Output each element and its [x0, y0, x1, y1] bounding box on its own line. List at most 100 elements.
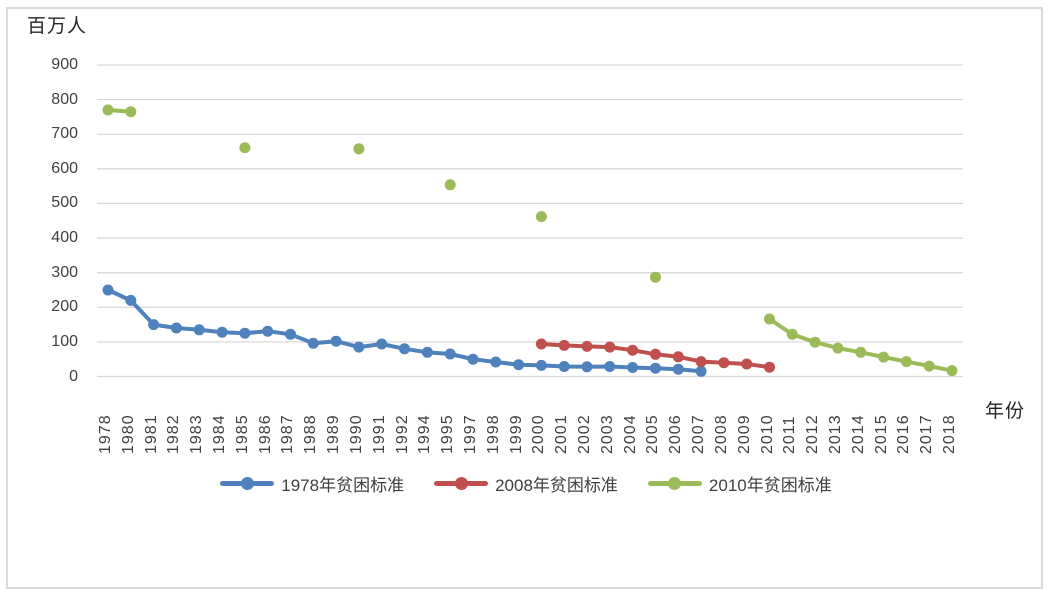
x-tick-label-2005: 2005	[644, 414, 662, 454]
y-tick-label-700: 700	[51, 125, 78, 143]
data-point-2008年贫困标准-2004	[627, 344, 639, 356]
x-tick-label-2013: 2013	[826, 414, 844, 454]
data-point-2010年贫困标准-1985	[239, 142, 251, 154]
x-tick-label-1983: 1983	[188, 414, 206, 454]
legend-marker-2008-standard	[434, 476, 489, 490]
data-point-1978年贫困标准-1986	[262, 325, 274, 337]
x-tick-label-2004: 2004	[621, 414, 639, 454]
data-point-1978年贫困标准-2004	[627, 362, 639, 373]
legend-item-2008-standard: 2008年贫困标准	[434, 471, 618, 496]
x-tick-label-1995: 1995	[439, 414, 457, 454]
data-point-1978年贫困标准-1992	[399, 343, 410, 355]
x-tick-label-2008: 2008	[712, 414, 730, 454]
legend-label: 2008年贫困标准	[495, 475, 618, 495]
data-point-1978年贫困标准-1998	[490, 356, 502, 368]
y-tick-label-900: 900	[51, 56, 78, 73]
data-point-1978年贫困标准-1994	[421, 346, 433, 358]
legend-item-2010-standard: 2010年贫困标准	[647, 471, 832, 496]
legend-dot-icon	[454, 476, 468, 490]
data-point-2008年贫困标准-2009	[741, 358, 753, 370]
x-tick-label-1988: 1988	[302, 414, 320, 454]
data-point-2008年贫困标准-2000	[535, 338, 547, 350]
data-point-1978年贫困标准-2006	[672, 363, 684, 375]
x-tick-label-2015: 2015	[872, 414, 890, 454]
x-tick-label-1984: 1984	[211, 414, 229, 454]
data-point-1978年贫困标准-1995	[444, 348, 456, 360]
data-point-2010年贫困标准-2005	[650, 271, 661, 283]
data-point-2010年贫困标准-2012	[809, 336, 821, 348]
data-point-2010年贫困标准-1990	[353, 143, 365, 155]
x-tick-label-2010: 2010	[758, 414, 776, 454]
data-point-1978年贫困标准-1984	[216, 326, 228, 338]
x-tick-label-1991: 1991	[370, 414, 388, 454]
legend-marker-1978-standard	[220, 476, 275, 490]
x-tick-label-1999: 1999	[507, 414, 525, 454]
x-tick-label-1994: 1994	[416, 414, 434, 454]
data-point-1978年贫困标准-2003	[604, 361, 616, 372]
legend-marker-2010-standard	[647, 476, 702, 490]
x-tick-label-2016: 2016	[895, 414, 913, 454]
data-point-2008年贫困标准-2006	[672, 351, 684, 363]
x-tick-label-1992: 1992	[393, 414, 411, 454]
data-point-1978年贫困标准-1981	[148, 319, 160, 331]
data-point-1978年贫困标准-1991	[376, 338, 388, 350]
x-tick-label-2001: 2001	[553, 414, 571, 454]
x-tick-label-2018: 2018	[941, 414, 958, 454]
data-point-1978年贫困标准-2000	[535, 359, 547, 371]
data-point-1978年贫困标准-2002	[581, 361, 593, 373]
data-point-2008年贫困标准-2001	[558, 339, 570, 351]
data-point-2010年贫困标准-2014	[855, 346, 867, 358]
x-tick-label-1985: 1985	[233, 414, 251, 454]
x-tick-label-1989: 1989	[325, 414, 343, 454]
data-point-1978年贫困标准-2001	[558, 361, 570, 372]
data-point-2010年贫困标准-2015	[878, 351, 890, 363]
data-point-2008年贫困标准-2008	[718, 357, 730, 369]
y-tick-label-600: 600	[51, 159, 78, 177]
x-tick-label-1980: 1980	[119, 414, 137, 454]
data-point-2010年贫困标准-1980	[125, 106, 137, 118]
data-point-1978年贫困标准-1997	[467, 353, 479, 365]
data-point-1978年贫困标准-1999	[513, 359, 525, 371]
x-tick-label-1986: 1986	[256, 414, 274, 454]
data-point-1978年贫困标准-1982	[170, 322, 182, 334]
data-point-2008年贫困标准-2005	[650, 348, 661, 360]
data-point-2010年贫困标准-2017	[923, 360, 935, 372]
data-point-1978年贫困标准-1987	[285, 328, 296, 340]
data-point-1978年贫困标准-2005	[650, 362, 661, 374]
data-point-1978年贫困标准-1980	[125, 294, 137, 306]
y-tick-label-300: 300	[51, 263, 78, 281]
y-tick-label-800: 800	[51, 90, 78, 108]
y-tick-label-500: 500	[51, 194, 78, 212]
data-point-2010年贫困标准-2011	[786, 328, 798, 340]
chart-canvas-border	[6, 7, 1043, 589]
data-point-2010年贫困标准-1995	[444, 179, 456, 191]
legend: 1978年贫困标准 2008年贫困标准 2010年贫困标准	[66, 467, 986, 499]
data-point-1978年贫困标准-1989	[330, 335, 342, 347]
data-point-2010年贫困标准-1978	[102, 104, 114, 116]
data-point-1978年贫困标准-1990	[353, 341, 365, 353]
data-point-1978年贫困标准-1978	[102, 284, 114, 296]
legend-label: 1978年贫困标准	[281, 475, 405, 495]
y-axis-unit-label: 百万人	[27, 16, 88, 37]
x-tick-label-2017: 2017	[918, 414, 936, 454]
x-tick-label-1998: 1998	[484, 414, 502, 454]
data-point-1978年贫困标准-1985	[239, 327, 251, 339]
data-point-1978年贫困标准-2007	[695, 365, 707, 377]
data-point-2008年贫困标准-2010	[764, 361, 775, 373]
data-point-2008年贫困标准-2007	[695, 356, 707, 368]
x-tick-label-2007: 2007	[690, 414, 708, 454]
x-tick-label-2012: 2012	[804, 414, 822, 454]
x-tick-label-2006: 2006	[667, 414, 685, 454]
legend-label: 2010年贫困标准	[708, 475, 832, 495]
data-point-2010年贫困标准-2016	[900, 356, 912, 368]
y-tick-label-100: 100	[51, 332, 78, 350]
x-tick-label-1981: 1981	[142, 414, 160, 454]
y-tick-label-0: 0	[69, 367, 78, 385]
legend-item-1978-standard: 1978年贫困标准	[220, 471, 404, 496]
x-tick-label-2003: 2003	[598, 414, 616, 454]
data-point-2008年贫困标准-2003	[604, 341, 616, 353]
data-point-1978年贫困标准-1988	[307, 337, 319, 349]
x-tick-label-1997: 1997	[461, 414, 479, 454]
data-point-2010年贫困标准-2018	[946, 365, 958, 377]
